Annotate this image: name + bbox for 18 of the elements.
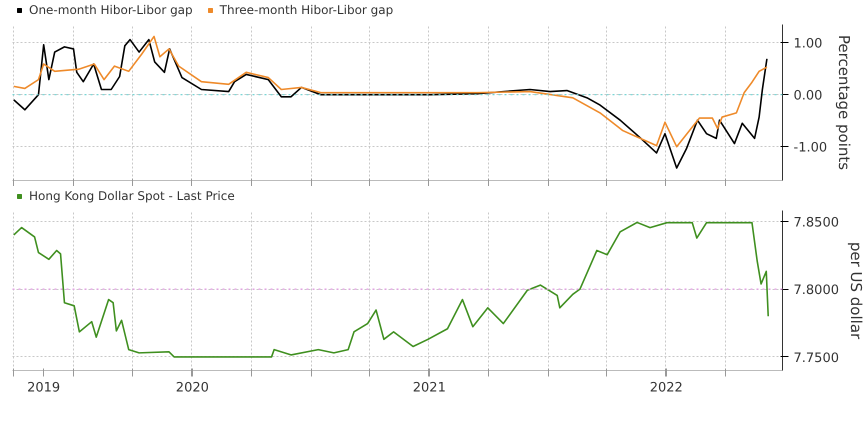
x-tick-label: 2022	[650, 380, 683, 396]
legend-label: Hong Kong Dollar Spot - Last Price	[29, 189, 235, 203]
legend-label: Three-month Hibor-Libor gap	[220, 3, 394, 17]
x-tick-label: 2019	[27, 380, 60, 396]
line-series	[13, 38, 768, 169]
y-tick-label: 7.7500	[794, 350, 839, 366]
y-tick-label: 1.00	[794, 36, 822, 52]
y-tick-label: 7.8500	[794, 215, 839, 230]
line-series	[13, 222, 770, 358]
legend-label: One-month Hibor-Libor gap	[29, 3, 193, 17]
x-tick-label: 2020	[176, 380, 209, 396]
line-series	[13, 36, 768, 148]
y-axis-title: per US dollar	[846, 242, 863, 340]
y-tick-label: 7.8000	[794, 283, 839, 298]
x-tick-label: 2021	[412, 380, 446, 396]
y-tick-label: -1.00	[794, 140, 828, 156]
y-tick-label: 0.00	[794, 88, 822, 104]
y-axis-title: Percentage points	[835, 34, 854, 170]
